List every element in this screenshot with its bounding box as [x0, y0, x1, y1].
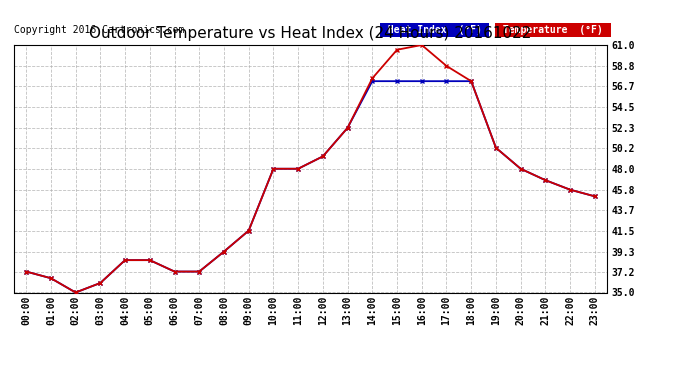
Text: Copyright 2016 Cartronics.com: Copyright 2016 Cartronics.com	[14, 25, 184, 35]
Title: Outdoor Temperature vs Heat Index (24 Hours) 20161022: Outdoor Temperature vs Heat Index (24 Ho…	[89, 26, 532, 41]
Text: Temperature  (°F): Temperature (°F)	[497, 25, 609, 35]
Text: Heat Index  (°F): Heat Index (°F)	[382, 25, 487, 35]
